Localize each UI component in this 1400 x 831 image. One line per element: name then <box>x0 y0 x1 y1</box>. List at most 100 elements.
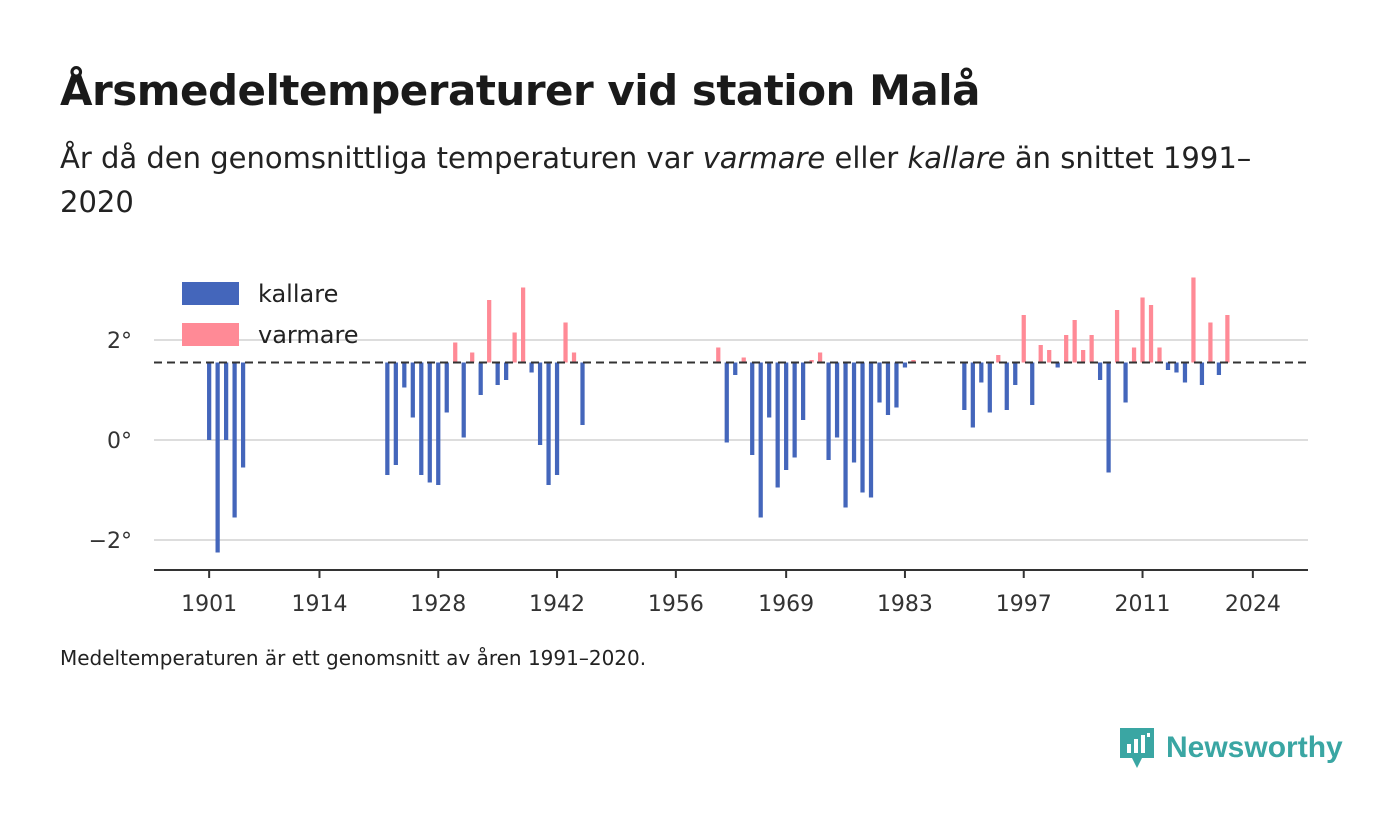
bar-warm <box>1148 305 1154 363</box>
legend-label-cold: kallare <box>258 280 338 308</box>
bar-cold <box>1106 362 1111 473</box>
bar-cold <box>427 362 432 483</box>
bar-cold <box>436 362 441 485</box>
bar-cold <box>784 362 789 470</box>
x-tick-label: 1983 <box>877 592 933 617</box>
bar-cold <box>444 362 449 413</box>
bar-warm <box>716 347 721 363</box>
bar-warm <box>1208 322 1213 363</box>
footnote: Medeltemperaturen är ett genomsnitt av å… <box>60 646 647 670</box>
bar-warm <box>487 300 492 363</box>
bar-warm <box>996 355 1001 363</box>
bar-warm <box>1114 310 1120 363</box>
bar-cold <box>410 362 415 418</box>
chart-title: Årsmedeltemperaturer vid station Malå <box>60 66 980 115</box>
bar-cold <box>792 362 797 458</box>
bar-warm <box>1089 335 1094 363</box>
bar-warm <box>571 352 577 363</box>
bar-cold <box>580 362 585 425</box>
bar-cold <box>224 362 229 440</box>
legend-swatch-cold <box>182 282 239 305</box>
bar-warm <box>512 332 517 363</box>
bar-cold <box>554 362 560 475</box>
legend-swatch-warm <box>182 323 239 346</box>
bar-cold <box>851 362 857 463</box>
bar-cold <box>733 362 738 375</box>
bar-cold <box>546 362 551 485</box>
x-tick-label: 1901 <box>181 592 237 617</box>
bar-warm <box>1021 315 1026 363</box>
bar-cold <box>877 362 882 403</box>
bar-cold <box>537 362 543 445</box>
bar-cold <box>478 362 483 395</box>
bar-warm <box>1038 345 1043 363</box>
bar-cold <box>758 362 763 518</box>
bar-cold <box>419 362 424 475</box>
bar-cold <box>215 362 220 553</box>
x-tick-label: 1956 <box>648 592 704 617</box>
bar-warm <box>809 360 814 363</box>
y-tick-label: −2° <box>89 529 132 554</box>
bar-cold <box>1055 362 1060 368</box>
subtitle-part-c: än snittet 1991–2020 <box>60 141 1252 219</box>
bar-cold <box>1174 362 1179 373</box>
bar-cold <box>860 362 865 493</box>
bar-warm <box>1072 320 1077 363</box>
bar-warm <box>1131 347 1137 363</box>
brand-logo[interactable]: Newsworthy <box>1118 726 1343 770</box>
bar-warm <box>1191 277 1196 363</box>
bar-cold <box>885 362 891 415</box>
legend: kallare varmare <box>182 280 359 349</box>
bar-cold <box>1097 362 1103 380</box>
bar-cold <box>495 362 500 385</box>
bar-cold <box>724 362 729 443</box>
subtitle-part-b: eller <box>825 141 908 175</box>
newsworthy-logo-icon <box>1120 728 1154 768</box>
bar-cold <box>232 362 237 518</box>
bar-cold <box>402 362 407 388</box>
bar-cold <box>1123 362 1128 403</box>
bar-cold <box>207 362 212 440</box>
x-tick-label: 1928 <box>410 592 466 617</box>
bar-cold <box>393 362 398 465</box>
grid-lines <box>154 339 1308 541</box>
bar-warm <box>741 357 746 363</box>
bar-cold <box>987 362 992 413</box>
bar-warm <box>817 352 823 363</box>
y-axis-ticks: −2° 0° 2° <box>89 329 132 554</box>
bar-chart: 1901 1914 1928 1942 1956 1969 1983 1997 2011 2024… <box>89 277 1308 617</box>
bar-cold <box>775 362 780 488</box>
subtitle-part-a: År då den genomsnittliga temperaturen va… <box>60 141 703 175</box>
x-tick-label: 2011 <box>1115 592 1171 617</box>
x-axis: 1901 1914 1928 1942 1956 1969 1983 1997 2011 2024 <box>154 569 1308 617</box>
bar-cold <box>979 362 984 383</box>
bar-cold <box>801 362 806 420</box>
bar-cold <box>826 362 831 460</box>
bar-warm <box>563 322 568 363</box>
bar-warm <box>1047 350 1052 363</box>
bar-warm <box>911 360 916 363</box>
bar-cold <box>894 362 899 408</box>
bar-warm <box>1225 315 1230 363</box>
bar-cold <box>962 362 967 410</box>
bar-warm <box>1157 347 1162 363</box>
bar-cold <box>868 362 874 498</box>
bar-cold <box>1030 362 1035 405</box>
subtitle-warm-word: varmare <box>702 141 826 175</box>
y-tick-label: 0° <box>107 429 132 454</box>
bar-warm <box>1140 297 1145 363</box>
y-tick-label: 2° <box>107 329 132 354</box>
bar-warm <box>1064 335 1069 363</box>
bar-warm <box>520 287 526 363</box>
bar-cold <box>1004 362 1009 410</box>
bar-cold <box>1182 362 1188 383</box>
bar-cold <box>970 362 975 428</box>
x-tick-label: 1914 <box>291 592 347 617</box>
bar-warm <box>1081 350 1086 363</box>
bar-cold <box>1216 362 1222 375</box>
chart-subtitle: År då den genomsnittliga temperaturen va… <box>60 136 1280 224</box>
bar-cold <box>767 362 772 418</box>
bar-cold <box>843 362 848 508</box>
brand-name: Newsworthy <box>1166 731 1343 764</box>
bars <box>207 277 1230 553</box>
